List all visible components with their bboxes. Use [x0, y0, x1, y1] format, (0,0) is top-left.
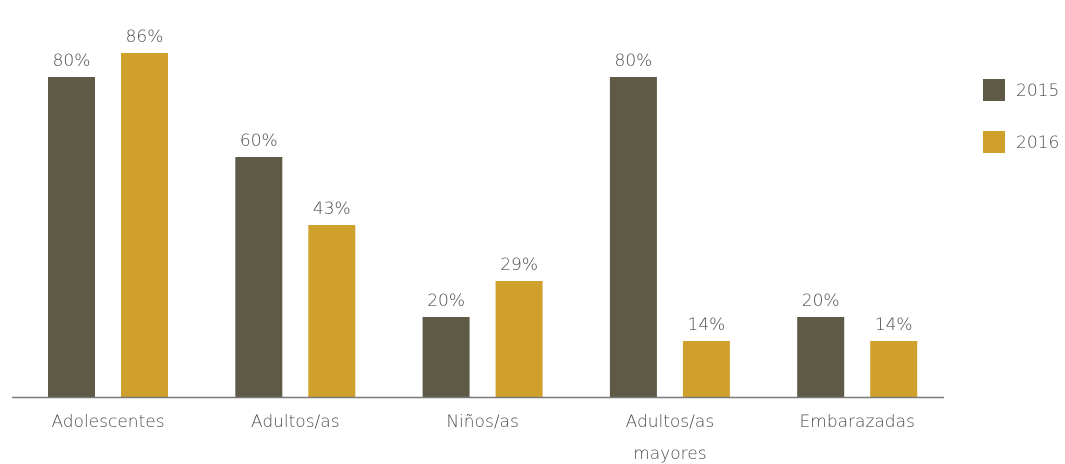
- category-label-4: Embarazadas: [800, 412, 915, 432]
- legend-swatch-2016: [983, 131, 1005, 153]
- bars-group: [48, 53, 918, 397]
- category-label-3-line2: mayores: [633, 444, 706, 464]
- legend: 2015 2016: [983, 79, 1059, 153]
- category-label-3: Adultos/as: [626, 412, 715, 432]
- value-label-2015-0: 80%: [53, 51, 91, 71]
- value-label-2015-1: 60%: [240, 131, 278, 151]
- category-labels-group: Adolescentes Adultos/as Niños/as Adultos/as…: [51, 412, 914, 464]
- bar-2015-2: [422, 317, 470, 397]
- bar-2016-0: [121, 53, 168, 397]
- value-label-2016-0: 86%: [126, 27, 164, 47]
- category-label-0: Adolescentes: [51, 412, 164, 432]
- legend-label-2016: 2016: [1016, 133, 1059, 153]
- value-label-2015-4: 20%: [802, 291, 840, 311]
- bar-2015-1: [235, 157, 283, 397]
- legend-swatch-2015: [983, 79, 1005, 101]
- category-label-1: Adultos/as: [251, 412, 340, 432]
- bar-2016-3: [682, 341, 730, 397]
- bar-2015-4: [797, 317, 845, 397]
- value-label-2016-1: 43%: [313, 199, 351, 219]
- bar-2016-2: [495, 281, 543, 397]
- value-label-2016-4: 14%: [875, 315, 913, 335]
- value-label-2016-3: 14%: [688, 315, 726, 335]
- value-label-2015-3: 80%: [615, 51, 653, 71]
- bar-2015-3: [609, 77, 657, 397]
- bar-2015-0: [48, 77, 95, 397]
- category-label-2: Niños/as: [446, 412, 518, 432]
- value-label-2015-2: 20%: [427, 291, 465, 311]
- value-labels-group: 80% 86% 60% 43% 20% 29% 80% 14% 20% 14%: [53, 27, 913, 335]
- bar-2016-1: [308, 225, 356, 397]
- bar-2016-4: [870, 341, 918, 397]
- legend-label-2015: 2015: [1016, 81, 1059, 101]
- value-label-2016-2: 29%: [500, 255, 538, 275]
